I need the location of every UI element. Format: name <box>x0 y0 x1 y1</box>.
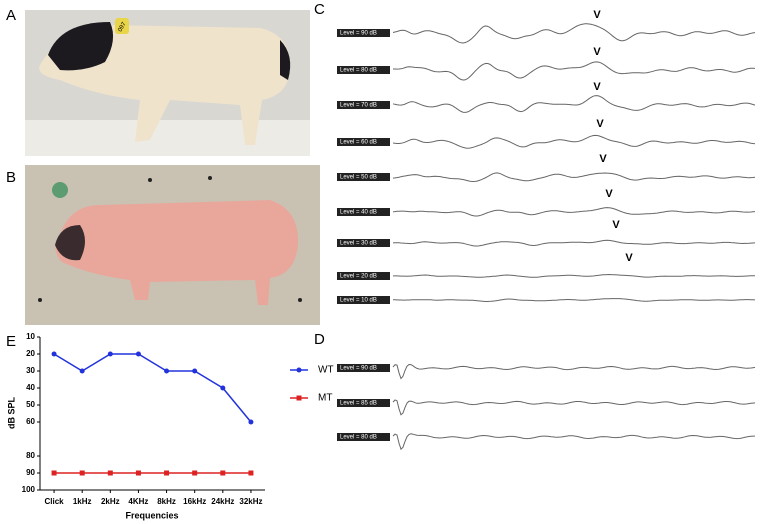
level-box <box>337 296 390 304</box>
level-box <box>337 66 390 74</box>
y-axis-label: dB SPL <box>6 397 16 430</box>
point <box>135 351 141 357</box>
level-box <box>337 364 390 372</box>
wave-v-marker: V <box>605 188 613 200</box>
point <box>164 470 170 476</box>
y-tick-label: 20 <box>26 349 35 358</box>
panel-label: D <box>314 331 325 348</box>
waveform <box>392 23 756 44</box>
level-label: Level = 30 dB <box>340 241 377 247</box>
point <box>51 470 57 476</box>
x-axis-label: Frequencies <box>125 510 178 520</box>
point <box>248 470 254 476</box>
wave-v-marker: V <box>625 252 633 264</box>
level-label: Level = 20 dB <box>340 274 377 280</box>
point <box>79 470 85 476</box>
waveform <box>392 298 756 302</box>
waveform <box>392 399 756 416</box>
photo-a: 097 <box>25 10 310 156</box>
wave-v-marker: V <box>593 9 601 21</box>
legend-label: WT <box>318 365 334 376</box>
panel-label: A <box>6 7 16 24</box>
point <box>248 419 254 425</box>
wave-v-marker: V <box>596 118 604 130</box>
y-tick-label: 60 <box>26 417 35 426</box>
level-label: Level = 10 dB <box>340 298 377 304</box>
waveform <box>392 239 756 247</box>
wave-v-marker: V <box>612 219 620 231</box>
level-box <box>337 399 390 407</box>
y-tick-label: 100 <box>22 485 36 494</box>
x-tick-label: 8kHz <box>157 497 176 506</box>
legend-marker <box>296 395 302 401</box>
legend-marker <box>296 367 302 373</box>
x-tick-label: 16kHz <box>183 497 206 506</box>
wave-v-marker: V <box>593 46 601 58</box>
level-label: Level = 80 dB <box>340 68 377 74</box>
waveform <box>393 273 755 278</box>
y-tick-label: 10 <box>26 332 35 341</box>
point <box>107 351 113 357</box>
point <box>220 385 226 391</box>
level-label: Level = 90 dB <box>340 31 377 37</box>
wave-v-marker: V <box>599 153 607 165</box>
x-tick-label: 2kHz <box>101 497 120 506</box>
level-box <box>337 138 390 146</box>
point <box>51 351 57 357</box>
y-tick-label: 80 <box>26 451 35 460</box>
legend-label: MT <box>318 393 332 404</box>
level-box <box>337 101 390 109</box>
level-box <box>337 173 390 181</box>
level-label: Level = 80 dB <box>340 435 377 441</box>
point <box>164 368 170 374</box>
level-label: Level = 40 dB <box>340 210 377 216</box>
y-tick-label: 40 <box>26 383 35 392</box>
level-label: Level = 50 dB <box>340 175 377 181</box>
waveform <box>392 363 756 380</box>
x-tick-label: 4KHz <box>128 497 148 506</box>
x-tick-label: 32kHz <box>239 497 262 506</box>
x-tick-label: 1kHz <box>73 497 92 506</box>
series-line <box>53 353 252 423</box>
level-box <box>337 272 390 280</box>
panel-label: C <box>314 1 325 18</box>
photo-b <box>25 165 320 325</box>
point <box>79 368 85 374</box>
waveform <box>392 134 756 149</box>
level-box <box>337 208 390 216</box>
level-box <box>337 29 390 37</box>
x-tick-label: 24kHz <box>211 497 234 506</box>
waveform <box>392 95 756 113</box>
y-tick-label: 50 <box>26 400 35 409</box>
y-tick-label: 90 <box>26 468 35 477</box>
waveform <box>392 433 755 451</box>
waveform <box>392 207 756 217</box>
ear-tag: 097 <box>117 21 128 33</box>
y-tick-label: 30 <box>26 366 35 375</box>
level-label: Level = 70 dB <box>340 103 377 109</box>
panel-label: E <box>6 333 16 350</box>
point <box>192 470 198 476</box>
waveform <box>392 172 756 183</box>
panel-label: B <box>6 169 16 186</box>
level-label: Level = 60 dB <box>340 140 377 146</box>
x-tick-label: Click <box>45 497 65 506</box>
level-label: Level = 85 dB <box>340 401 377 407</box>
point <box>135 470 141 476</box>
point <box>220 470 226 476</box>
waveform <box>393 61 756 81</box>
level-box <box>337 239 390 247</box>
wave-v-marker: V <box>593 81 601 93</box>
point <box>192 368 198 374</box>
level-label: Level = 90 dB <box>340 366 377 372</box>
level-box <box>337 433 390 441</box>
point <box>107 470 113 476</box>
